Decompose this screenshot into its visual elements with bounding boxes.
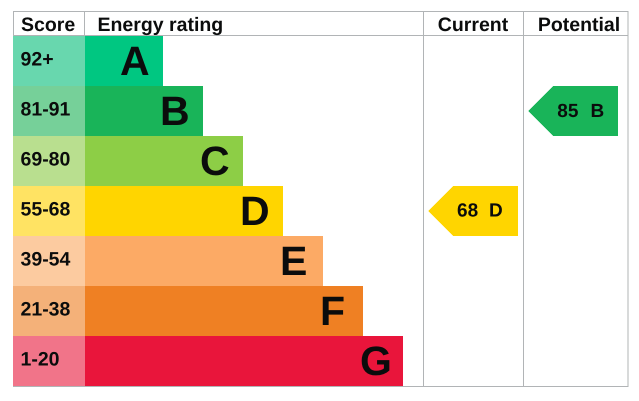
svg-text:D: D xyxy=(489,201,503,222)
svg-text:F: F xyxy=(320,288,345,334)
svg-text:A: A xyxy=(120,38,150,84)
svg-text:Potential: Potential xyxy=(538,14,620,36)
svg-text:B: B xyxy=(591,101,605,122)
svg-text:E: E xyxy=(280,238,307,284)
svg-text:39-54: 39-54 xyxy=(21,249,71,271)
svg-text:Score: Score xyxy=(21,14,75,36)
svg-text:B: B xyxy=(160,88,190,134)
svg-text:1-20: 1-20 xyxy=(21,349,60,371)
svg-text:92+: 92+ xyxy=(21,49,54,71)
svg-text:21-38: 21-38 xyxy=(21,299,71,321)
svg-text:85: 85 xyxy=(557,101,579,122)
svg-text:68: 68 xyxy=(457,201,478,222)
svg-text:69-80: 69-80 xyxy=(21,149,71,171)
svg-text:G: G xyxy=(360,338,392,384)
svg-text:C: C xyxy=(200,138,230,184)
svg-text:81-91: 81-91 xyxy=(21,99,71,121)
svg-text:Energy rating: Energy rating xyxy=(98,14,224,36)
svg-text:Current: Current xyxy=(438,14,509,36)
svg-text:D: D xyxy=(240,188,270,234)
svg-text:55-68: 55-68 xyxy=(21,199,71,221)
